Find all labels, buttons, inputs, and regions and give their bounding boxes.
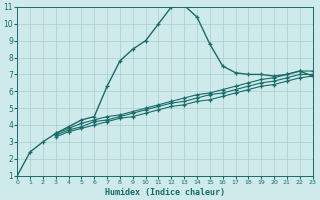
- X-axis label: Humidex (Indice chaleur): Humidex (Indice chaleur): [105, 188, 225, 197]
